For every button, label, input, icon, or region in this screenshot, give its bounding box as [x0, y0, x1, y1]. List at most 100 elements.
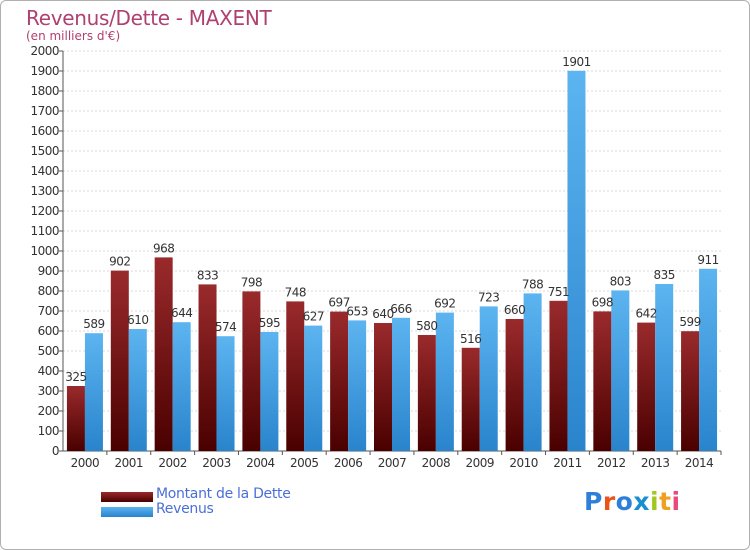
chart-subtitle: (en milliers d'€) [26, 29, 121, 43]
data-label-revenus: 835 [653, 268, 674, 282]
bar-debt [461, 347, 480, 451]
y-tick-label: 1600 [30, 124, 59, 138]
y-tick-label: 1700 [30, 104, 59, 118]
legend-swatch-revenus [101, 507, 153, 517]
data-label-debt: 968 [153, 241, 174, 255]
chart-title: Revenus/Dette - MAXENT [26, 6, 272, 30]
data-label-revenus: 723 [478, 290, 499, 304]
bar-debt [505, 319, 524, 451]
data-label-revenus: 1901 [562, 55, 591, 69]
data-label-debt: 751 [548, 285, 569, 299]
x-tick-label: 2009 [465, 456, 494, 470]
y-tick-label: 800 [38, 284, 59, 298]
bar-debt [154, 257, 173, 451]
bar-revenus [348, 320, 367, 451]
data-label-debt: 798 [241, 275, 262, 289]
y-tick-label: 400 [38, 364, 59, 378]
bar-revenus [392, 317, 410, 451]
bar-revenus [304, 325, 323, 451]
logo-letter: i [671, 487, 681, 516]
logo-letter: t [659, 487, 672, 516]
y-tick-label: 600 [38, 324, 59, 338]
y-tick-label: 1900 [30, 64, 59, 78]
data-labels: 3255899026109686448335747985957486276976… [65, 55, 719, 384]
bar-debt [637, 322, 656, 451]
logo-letter: x [633, 487, 650, 516]
bar-revenus [128, 329, 147, 451]
x-tick-label: 2006 [334, 456, 363, 470]
bar-debt [242, 291, 261, 451]
data-label-debt: 748 [285, 285, 306, 299]
data-label-debt: 698 [592, 295, 613, 309]
y-tick-label: 1500 [30, 144, 59, 158]
bar-debt [110, 270, 129, 451]
data-label-debt: 833 [197, 268, 218, 282]
x-tick-label: 2011 [553, 456, 582, 470]
data-label-revenus: 610 [127, 313, 148, 327]
y-tick-label: 300 [38, 384, 59, 398]
bar-revenus [699, 268, 718, 451]
data-label-debt: 516 [460, 332, 481, 346]
data-label-debt: 660 [504, 303, 525, 317]
y-tick-label: 700 [38, 304, 59, 318]
x-tick-label: 2013 [641, 456, 670, 470]
bar-debt [681, 331, 700, 451]
data-label-debt: 697 [328, 296, 349, 310]
legend-swatch-debt [101, 492, 153, 502]
data-label-debt: 580 [416, 319, 437, 333]
x-tick-label: 2000 [71, 456, 100, 470]
data-label-revenus: 574 [215, 320, 236, 334]
x-tick-label: 2003 [202, 456, 231, 470]
x-tick-label: 2010 [509, 456, 538, 470]
bar-revenus [84, 333, 103, 451]
data-label-debt: 902 [109, 255, 130, 269]
logo-letter: r [602, 487, 616, 516]
y-tick-label: 1200 [30, 204, 59, 218]
bar-revenus [567, 70, 586, 452]
logo-letter: o [615, 487, 634, 516]
y-tick-label: 1000 [30, 244, 59, 258]
logo-letter: i [650, 487, 660, 516]
bar-revenus [611, 290, 630, 451]
legend-label-revenus: Revenus [156, 501, 214, 517]
bar-revenus [435, 312, 454, 451]
y-tick-label: 1400 [30, 164, 59, 178]
y-tick-label: 1800 [30, 84, 59, 98]
data-label-debt: 640 [372, 307, 393, 321]
data-label-revenus: 803 [610, 274, 631, 288]
data-label-revenus: 589 [83, 317, 104, 331]
data-label-revenus: 692 [434, 297, 455, 311]
data-label-revenus: 653 [346, 304, 367, 318]
bar-debt [549, 300, 568, 451]
y-tick-label: 2000 [30, 44, 59, 58]
data-label-revenus: 595 [259, 316, 280, 330]
bar-revenus [260, 332, 279, 451]
logo-letter: P [584, 487, 603, 516]
data-label-revenus: 788 [522, 277, 543, 291]
x-tick-label: 2007 [378, 456, 407, 470]
bar-revenus [523, 293, 542, 451]
x-tick-label: 2001 [115, 456, 144, 470]
x-tick-label: 2002 [158, 456, 187, 470]
bar-debt [417, 335, 436, 451]
bar-revenus [172, 322, 191, 451]
bars [66, 70, 718, 452]
bar-revenus [216, 336, 235, 451]
data-label-debt: 599 [679, 315, 700, 329]
bar-debt [198, 284, 217, 451]
bar-debt [593, 311, 612, 451]
y-tick-label: 900 [38, 264, 59, 278]
y-tick-label: 500 [38, 344, 59, 358]
legend-label-debt: Montant de la Dette [156, 486, 291, 502]
proxiti-logo: Proxiti [584, 487, 681, 516]
bar-debt [66, 386, 85, 451]
x-tick-label: 2008 [422, 456, 451, 470]
x-tick-label: 2005 [290, 456, 319, 470]
x-tick-label: 2014 [685, 456, 714, 470]
y-tick-label: 0 [52, 444, 59, 458]
x-tick-label: 2004 [246, 456, 275, 470]
y-tick-label: 1300 [30, 184, 59, 198]
bar-revenus [479, 306, 498, 451]
